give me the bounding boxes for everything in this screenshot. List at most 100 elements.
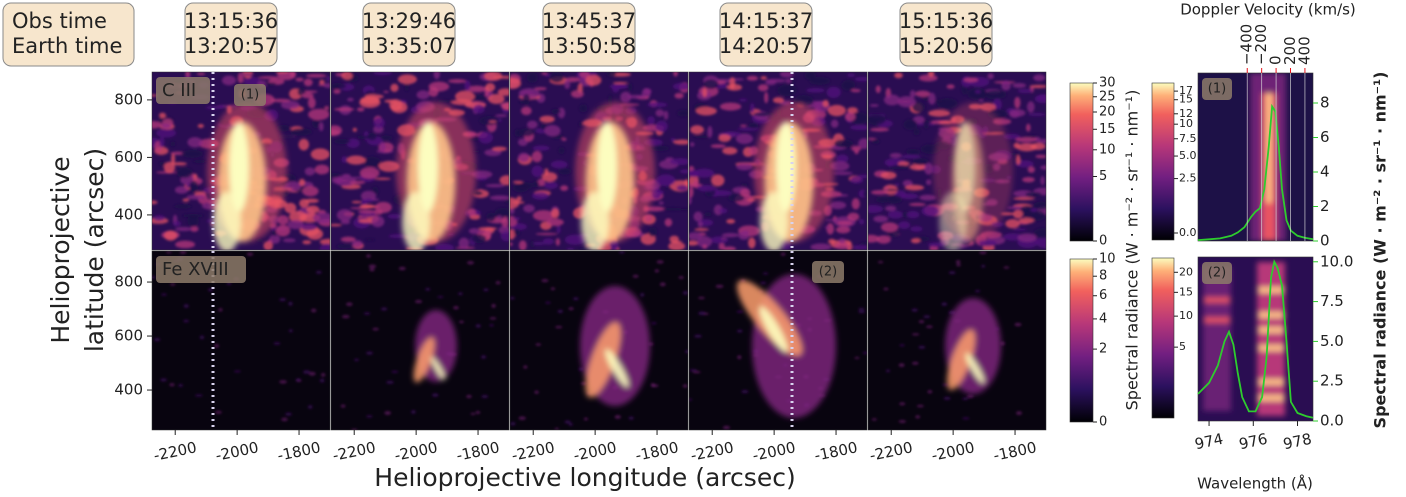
y-tick-label: 600 <box>114 148 143 166</box>
speckle <box>288 329 293 333</box>
speckle <box>331 223 342 227</box>
colorbar-tick-label: 12 <box>1179 107 1193 120</box>
speckle <box>295 77 304 82</box>
speckle <box>171 162 187 166</box>
loop <box>946 329 976 391</box>
speckle <box>910 238 921 244</box>
speckle <box>978 239 997 247</box>
speckle <box>580 382 587 385</box>
speckle <box>532 242 546 245</box>
speckle <box>884 205 897 212</box>
x-tick-label: -2200 <box>510 438 556 465</box>
speckle <box>670 137 676 142</box>
speckle <box>676 184 688 192</box>
speckle <box>176 167 194 178</box>
speckle <box>535 232 558 236</box>
speckle <box>425 287 431 291</box>
feature <box>736 274 836 418</box>
speckle <box>192 159 207 164</box>
speckle <box>534 87 547 91</box>
speckle <box>690 125 704 135</box>
speckle <box>543 181 558 190</box>
colorbar-tick-label: 30 <box>1099 76 1116 91</box>
speckle <box>160 378 167 382</box>
time-box <box>362 2 456 67</box>
feature <box>575 102 655 250</box>
y-tick-label: 800 <box>114 90 143 108</box>
speckle <box>545 301 551 304</box>
speckle <box>739 98 748 102</box>
speckle <box>1014 322 1022 327</box>
speckle <box>887 210 904 219</box>
marker: (1) <box>241 88 259 103</box>
speckle <box>911 308 918 312</box>
feature <box>933 102 1013 250</box>
speckle <box>173 220 181 227</box>
speckle <box>1013 142 1020 149</box>
speckle <box>510 208 515 214</box>
speckle <box>963 77 979 83</box>
speckle <box>779 72 794 78</box>
speckle <box>364 238 376 241</box>
speckle <box>695 106 717 116</box>
speckle <box>764 91 769 104</box>
speckle <box>471 234 487 244</box>
speckle <box>721 233 740 238</box>
obs-label: Obs time <box>12 9 107 33</box>
stripe <box>1258 312 1284 318</box>
speckle <box>579 72 590 79</box>
speckle <box>497 88 509 96</box>
speckle <box>852 245 867 250</box>
speckle <box>719 102 742 111</box>
speckle <box>491 146 507 152</box>
speckle <box>379 141 386 153</box>
map-frame <box>688 71 868 251</box>
speckle <box>275 72 289 74</box>
speckle <box>267 239 273 244</box>
speckle <box>627 83 633 91</box>
speckle <box>555 238 560 246</box>
speckle <box>357 135 371 139</box>
speckle <box>189 180 199 193</box>
speckle <box>354 358 359 362</box>
speckle <box>275 224 291 237</box>
speckle <box>832 171 853 175</box>
speckle <box>277 135 295 139</box>
line-badge <box>156 77 210 104</box>
speckle <box>349 180 365 185</box>
speckle <box>518 128 535 137</box>
speckle <box>152 276 156 279</box>
speckle <box>568 422 573 426</box>
speckle <box>368 264 377 269</box>
speckle <box>530 240 536 248</box>
spec-frame <box>1197 256 1314 422</box>
speckle <box>836 154 849 163</box>
speckle <box>826 223 835 235</box>
time-box <box>542 2 636 67</box>
speckle <box>966 394 974 399</box>
speckle <box>859 218 865 225</box>
speckle <box>544 125 561 137</box>
speckle <box>276 124 291 132</box>
speckle <box>550 287 556 291</box>
speckle <box>1012 209 1023 219</box>
speckle <box>693 135 712 139</box>
speckle <box>428 86 439 97</box>
speckle <box>315 270 322 274</box>
speckle <box>912 101 926 113</box>
speckle <box>689 240 699 246</box>
y-axis-title: Helioprojective <box>46 156 75 343</box>
speckle <box>550 160 568 169</box>
x-tick-label: 978 <box>1282 430 1314 454</box>
speckle <box>987 73 994 80</box>
speckle <box>658 201 664 205</box>
speckle <box>915 90 931 98</box>
speckle <box>850 89 861 93</box>
speckle <box>214 343 219 348</box>
map-frame <box>330 71 510 251</box>
speckle <box>579 104 588 113</box>
speckle <box>336 244 354 249</box>
speckle <box>299 198 310 208</box>
speckle <box>1020 205 1035 213</box>
speckle <box>614 415 621 419</box>
